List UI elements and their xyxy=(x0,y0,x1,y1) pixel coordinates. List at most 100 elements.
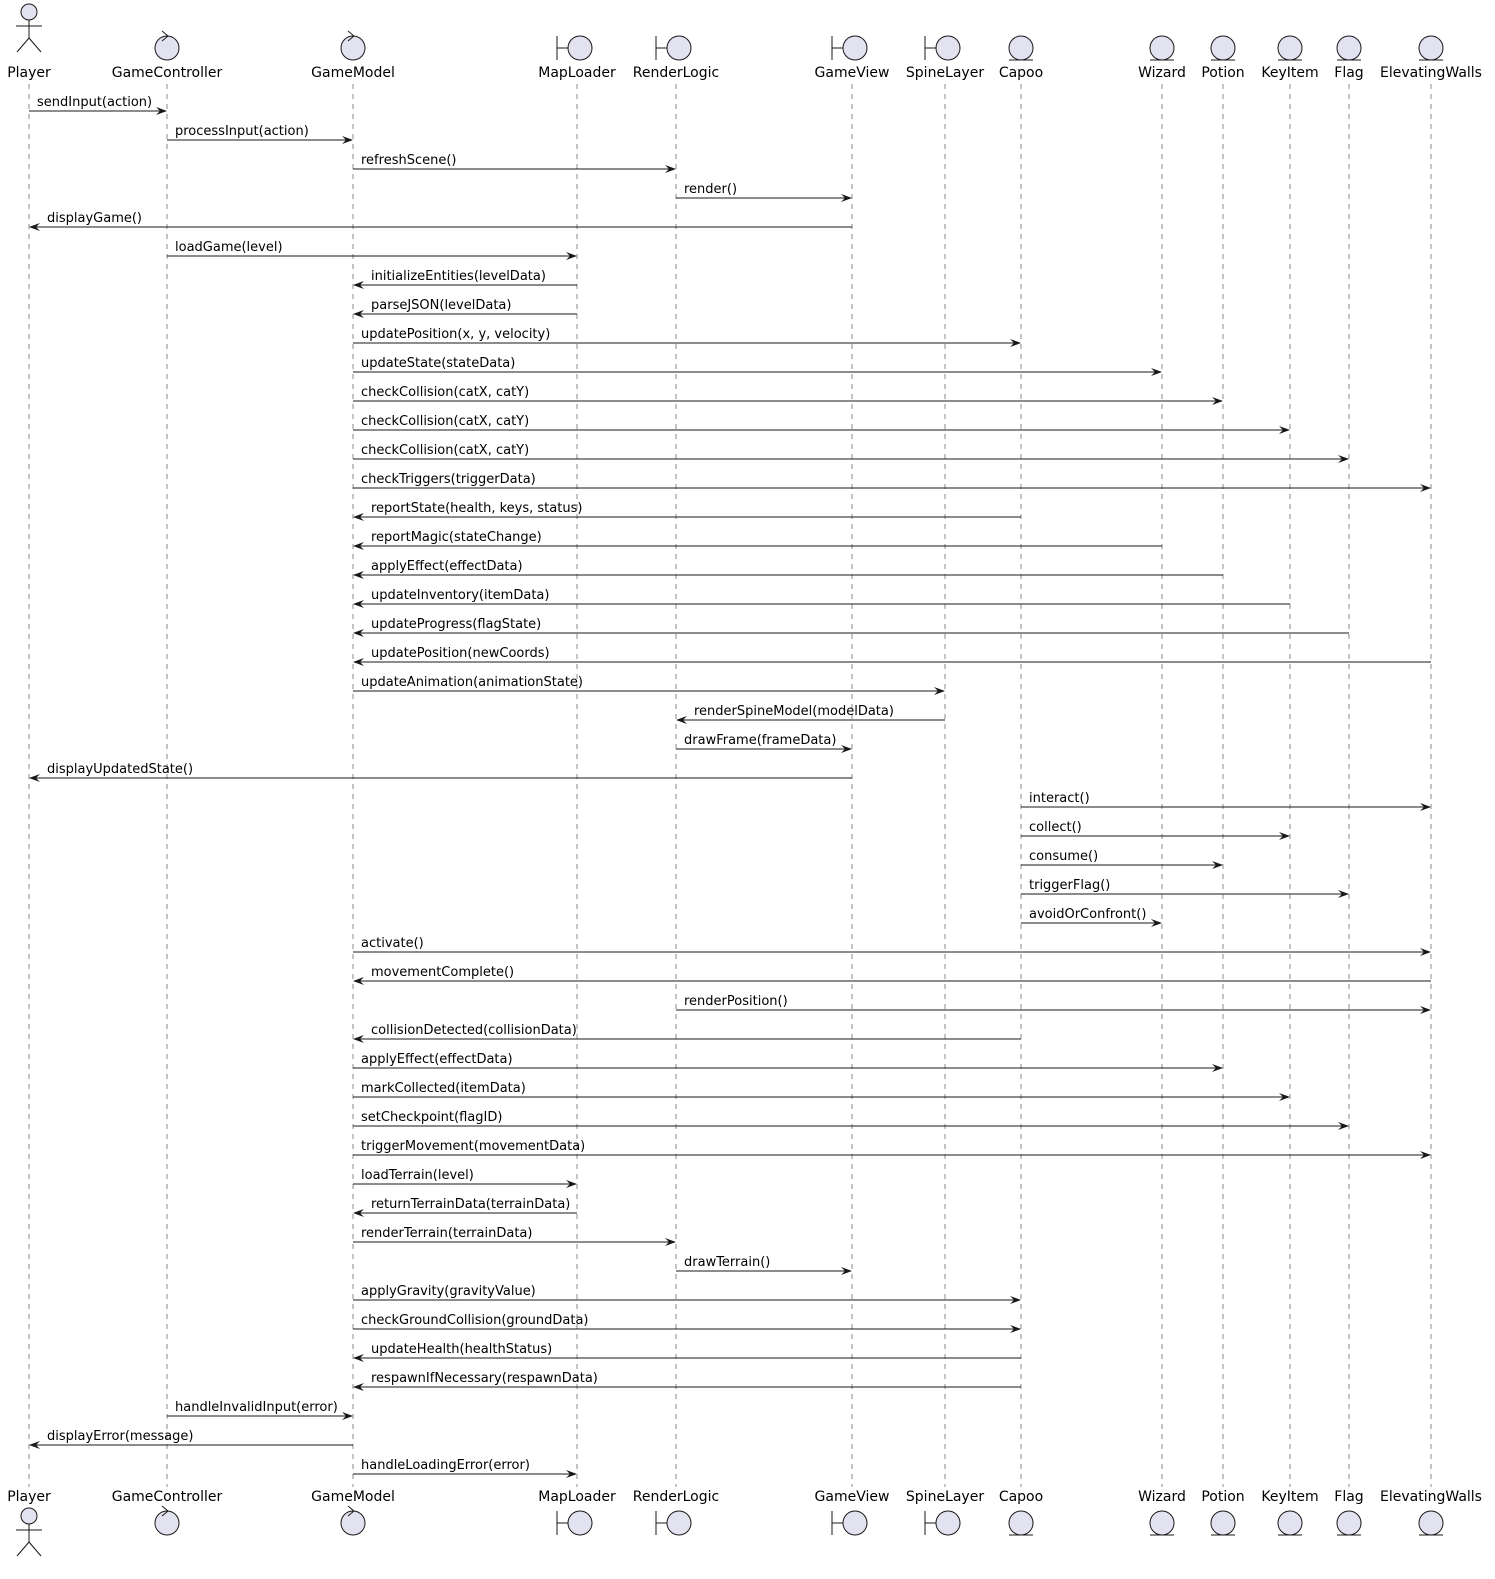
message-label: interact() xyxy=(1029,791,1090,806)
message-label: displayUpdatedState() xyxy=(47,762,193,777)
message-14: checkTriggers(triggerData) xyxy=(353,472,1431,492)
flag-label-bottom: Flag xyxy=(1334,1489,1363,1505)
message-33: collisionDetected(collisionData) xyxy=(353,1023,1021,1043)
player-actor-icon xyxy=(16,3,42,53)
map-loader-label-bottom: MapLoader xyxy=(538,1489,616,1505)
arrowhead-icon xyxy=(1010,1325,1021,1333)
message-17: applyEffect(effectData) xyxy=(353,559,1223,579)
capoo-entity-icon xyxy=(1008,1510,1034,1536)
message-label: movementComplete() xyxy=(371,965,514,980)
arrowhead-icon xyxy=(1010,1296,1021,1304)
flag-entity-icon xyxy=(1336,1510,1362,1536)
arrowhead-icon xyxy=(665,165,676,173)
message-48: handleLoadingError(error) xyxy=(353,1458,577,1478)
render-logic-boundary-icon xyxy=(655,35,692,61)
arrowhead-icon xyxy=(353,1354,364,1362)
message-43: checkGroundCollision(groundData) xyxy=(353,1313,1021,1333)
message-12: checkCollision(catX, catY) xyxy=(353,414,1290,434)
arrowhead-icon xyxy=(1338,455,1349,463)
arrowhead-icon xyxy=(566,1470,577,1478)
message-label: applyEffect(effectData) xyxy=(361,1052,513,1067)
participant-heads-bottom: Player GameController GameModel MapLoader Re… xyxy=(7,1489,1482,1557)
capoo-label-top: Capoo xyxy=(999,65,1043,81)
message-7: initializeEntities(levelData) xyxy=(353,269,577,289)
message-label: checkCollision(catX, catY) xyxy=(361,443,529,458)
message-label: updatePosition(x, y, velocity) xyxy=(361,327,550,342)
game-view-label-top: GameView xyxy=(815,65,890,81)
message-10: updateState(stateData) xyxy=(353,356,1162,376)
message-13: checkCollision(catX, catY) xyxy=(353,443,1349,463)
message-label: checkCollision(catX, catY) xyxy=(361,385,529,400)
message-28: triggerFlag() xyxy=(1021,878,1349,898)
message-label: returnTerrainData(terrainData) xyxy=(371,1197,570,1212)
game-model-label-bottom: GameModel xyxy=(311,1489,395,1505)
message-label: consume() xyxy=(1029,849,1098,864)
message-label: collect() xyxy=(1029,820,1082,835)
potion-entity-icon xyxy=(1210,1510,1236,1536)
capoo-label-bottom: Capoo xyxy=(999,1489,1043,1505)
potion-entity-icon xyxy=(1210,35,1236,61)
render-logic-boundary-icon xyxy=(655,1510,692,1536)
arrowhead-icon xyxy=(1010,339,1021,347)
flag-label-top: Flag xyxy=(1334,65,1363,81)
arrowhead-icon xyxy=(841,745,852,753)
arrowhead-icon xyxy=(1420,1006,1431,1014)
message-label: updatePosition(newCoords) xyxy=(371,646,550,661)
game-view-boundary-icon xyxy=(831,1510,868,1536)
message-41: drawTerrain() xyxy=(676,1255,852,1275)
message-label: sendInput(action) xyxy=(37,95,152,110)
game-model-control-icon xyxy=(340,30,366,61)
message-45: respawnIfNecessary(respawnData) xyxy=(353,1371,1021,1391)
spine-layer-boundary-icon xyxy=(924,35,961,61)
elevating-walls-label-top: ElevatingWalls xyxy=(1380,65,1482,81)
message-label: loadGame(level) xyxy=(175,240,283,255)
message-24: displayUpdatedState() xyxy=(29,762,852,782)
message-23: drawFrame(frameData) xyxy=(676,733,852,753)
arrowhead-icon xyxy=(342,136,353,144)
arrowhead-icon xyxy=(1420,948,1431,956)
message-16: reportMagic(stateChange) xyxy=(353,530,1162,550)
message-label: drawTerrain() xyxy=(684,1255,770,1270)
key-item-entity-icon xyxy=(1277,1510,1303,1536)
message-label: updateProgress(flagState) xyxy=(371,617,541,632)
message-label: renderTerrain(terrainData) xyxy=(361,1226,532,1241)
message-26: collect() xyxy=(1021,820,1290,840)
arrowhead-icon xyxy=(1279,426,1290,434)
message-22: renderSpineModel(modelData) xyxy=(676,704,945,724)
arrowhead-icon xyxy=(353,1383,364,1391)
message-31: movementComplete() xyxy=(353,965,1431,985)
arrowhead-icon xyxy=(353,571,364,579)
message-19: updateProgress(flagState) xyxy=(353,617,1349,637)
arrowhead-icon xyxy=(841,194,852,202)
capoo-entity-icon xyxy=(1008,35,1034,61)
arrowhead-icon xyxy=(1212,397,1223,405)
message-8: parseJSON(levelData) xyxy=(353,298,577,318)
message-40: renderTerrain(terrainData) xyxy=(353,1226,676,1246)
wizard-label-bottom: Wizard xyxy=(1138,1489,1186,1505)
message-44: updateHealth(healthStatus) xyxy=(353,1342,1021,1362)
player-label-bottom: Player xyxy=(7,1489,51,1505)
arrowhead-icon xyxy=(342,1412,353,1420)
message-3: refreshScene() xyxy=(353,153,676,173)
message-label: renderSpineModel(modelData) xyxy=(694,704,894,719)
message-label: updateState(stateData) xyxy=(361,356,515,371)
message-label: updateAnimation(animationState) xyxy=(361,675,583,690)
message-47: displayError(message) xyxy=(29,1429,353,1449)
message-label: checkTriggers(triggerData) xyxy=(361,472,536,487)
message-label: applyEffect(effectData) xyxy=(371,559,523,574)
arrowhead-icon xyxy=(353,629,364,637)
arrowhead-icon xyxy=(841,1267,852,1275)
message-27: consume() xyxy=(1021,849,1223,869)
arrowhead-icon xyxy=(1212,1064,1223,1072)
lifelines xyxy=(28,84,1432,1487)
message-label: respawnIfNecessary(respawnData) xyxy=(371,1371,598,1386)
message-label: activate() xyxy=(361,936,424,951)
arrowhead-icon xyxy=(1279,832,1290,840)
arrowhead-icon xyxy=(934,687,945,695)
arrowhead-icon xyxy=(353,1035,364,1043)
arrowhead-icon xyxy=(1420,1151,1431,1159)
game-view-boundary-icon xyxy=(831,35,868,61)
game-view-label-bottom: GameView xyxy=(815,1489,890,1505)
key-item-label-top: KeyItem xyxy=(1261,65,1318,81)
message-label: refreshScene() xyxy=(361,153,456,168)
